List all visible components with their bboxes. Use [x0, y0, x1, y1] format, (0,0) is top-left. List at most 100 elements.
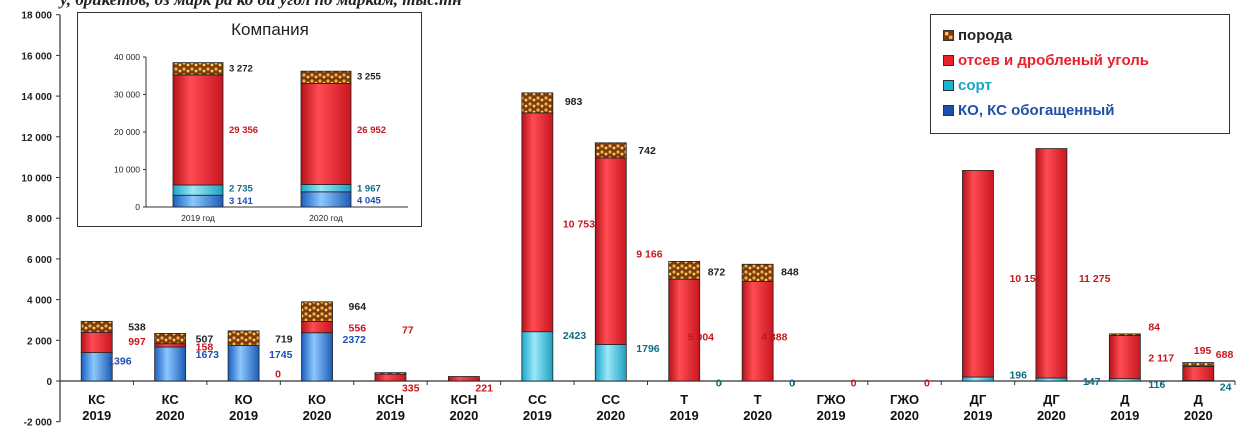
- x-tick-label-mark: КС: [162, 392, 180, 407]
- inset-bar-segment-poroda: [301, 71, 351, 83]
- bar-segment-otsev: [155, 344, 186, 347]
- legend-item-ko: КО, КС обогащенный: [943, 98, 1229, 123]
- data-label: 4 888: [761, 332, 787, 344]
- bar-segment-poroda: [1183, 363, 1214, 367]
- x-tick-label-mark: ДГ: [1043, 392, 1060, 407]
- x-tick-label-mark: Т: [680, 392, 688, 407]
- inset-data-label: 3 141: [229, 196, 253, 207]
- x-tick-label-mark: СС: [528, 392, 547, 407]
- x-tick-label-mark: Д: [1194, 392, 1204, 407]
- inset-data-label: 3 255: [357, 72, 381, 83]
- data-label: 11 275: [1079, 273, 1111, 285]
- x-tick-label-mark: ГЖО: [890, 392, 919, 407]
- inset-bar-segment-otsev: [301, 83, 351, 184]
- inset-chart-box: Компания 0 10 000 20 000 30 000 40 000 2019 г…: [77, 12, 422, 227]
- legend-item-poroda: порода: [943, 23, 1229, 48]
- inset-bar-chart: Компания 010 00020 00030 00040 0002019 г…: [78, 13, 420, 225]
- bar-segment-otsev: [375, 374, 406, 381]
- inset-bar-segment-sort: [173, 185, 223, 195]
- x-tick-label-mark: СС: [601, 392, 620, 407]
- x-tick-label-year: 2020: [303, 408, 332, 423]
- x-tick-label-mark: Д: [1120, 392, 1130, 407]
- data-label: 24: [1220, 381, 1232, 393]
- bar-segment-poroda: [522, 93, 553, 113]
- bar-segment-poroda: [155, 333, 186, 343]
- data-label: 848: [781, 267, 799, 279]
- inset-bar-segment-ko: [301, 192, 351, 207]
- x-tick-label-year: 2020: [743, 408, 772, 423]
- x-tick-label-mark: КО: [308, 392, 326, 407]
- data-label: 0: [851, 377, 857, 389]
- bar-segment-otsev: [669, 279, 700, 381]
- data-label: 1796: [636, 343, 660, 355]
- y-tick-label: 8 000: [27, 214, 52, 225]
- inset-bar-segment-otsev: [173, 75, 223, 185]
- x-tick-label-year: 2020: [156, 408, 185, 423]
- data-label: 10 753: [563, 218, 595, 230]
- inset-bar-segment-ko: [173, 195, 223, 207]
- bar-segment-poroda: [81, 321, 112, 332]
- x-tick-label-year: 2020: [596, 408, 625, 423]
- x-tick-label-year: 2020: [890, 408, 919, 423]
- bar-segment-sort: [962, 377, 993, 381]
- data-label: 116: [1148, 379, 1165, 391]
- x-tick-label-year: 2019: [670, 408, 699, 423]
- inset-y-tick-label: 10 000: [114, 165, 140, 175]
- data-label: 335: [402, 382, 420, 394]
- legend-swatch-ko: [943, 105, 954, 116]
- inset-x-tick-label: 2019 год: [181, 213, 215, 223]
- data-label: 84: [1148, 321, 1160, 333]
- data-label: 2 117: [1148, 353, 1174, 365]
- x-tick-label-year: 2019: [1110, 408, 1139, 423]
- data-label: 0: [789, 377, 795, 389]
- bar-segment-poroda: [375, 373, 406, 375]
- bar-segment-otsev: [81, 332, 112, 352]
- data-label: 688: [1216, 349, 1234, 361]
- x-tick-label-year: 2019: [229, 408, 258, 423]
- inset-y-tick-label: 20 000: [114, 127, 140, 137]
- data-label: 10 151: [1009, 273, 1041, 285]
- bar-segment-poroda: [302, 302, 333, 322]
- inset-data-label: 3 272: [229, 64, 253, 75]
- x-tick-label-year: 2019: [376, 408, 405, 423]
- legend-item-sort: сорт: [943, 73, 1229, 98]
- x-tick-label-mark: ГЖО: [817, 392, 846, 407]
- inset-x-tick-label: 2020 год: [309, 213, 343, 223]
- y-tick-label: -2 000: [24, 418, 53, 427]
- data-label: 507: [196, 333, 214, 345]
- data-label: 5 004: [688, 332, 714, 344]
- bar-segment-sort: [522, 332, 553, 381]
- x-tick-label-mark: КСН: [377, 392, 404, 407]
- inset-y-tick-label: 30 000: [114, 90, 140, 100]
- inset-data-label: 1 967: [357, 183, 381, 194]
- data-label: 983: [565, 96, 583, 108]
- y-tick-label: 2 000: [27, 336, 52, 347]
- bar-segment-otsev: [595, 158, 626, 345]
- x-tick-label-year: 2020: [1184, 408, 1213, 423]
- bar-segment-poroda: [595, 143, 626, 158]
- data-label: 2423: [563, 330, 587, 342]
- bar-segment-otsev: [962, 170, 993, 377]
- inset-y-tick-label: 0: [135, 202, 140, 212]
- data-label: 195: [1194, 345, 1212, 357]
- y-tick-label: 14 000: [21, 92, 52, 103]
- y-tick-label: 16 000: [21, 51, 52, 62]
- chart-legend: порода отсев и дробленый уголь сорт КО, …: [930, 14, 1230, 134]
- x-tick-label-year: 2019: [523, 408, 552, 423]
- data-label: 1745: [269, 349, 293, 361]
- bar-segment-otsev: [448, 377, 479, 381]
- bar-segment-ko: [228, 345, 259, 381]
- data-label: 221: [475, 382, 493, 394]
- legend-label-sort: сорт: [958, 77, 992, 94]
- data-label: 538: [128, 321, 146, 333]
- bar-segment-poroda: [1109, 334, 1140, 336]
- x-tick-label-mark: КСН: [451, 392, 478, 407]
- data-label: 556: [349, 323, 367, 335]
- y-tick-label: 18 000: [21, 11, 52, 22]
- x-tick-label-mark: ДГ: [970, 392, 987, 407]
- data-label: 964: [349, 301, 367, 313]
- bar-segment-otsev: [1183, 367, 1214, 381]
- bar-segment-poroda: [669, 261, 700, 279]
- legend-swatch-sort: [943, 80, 954, 91]
